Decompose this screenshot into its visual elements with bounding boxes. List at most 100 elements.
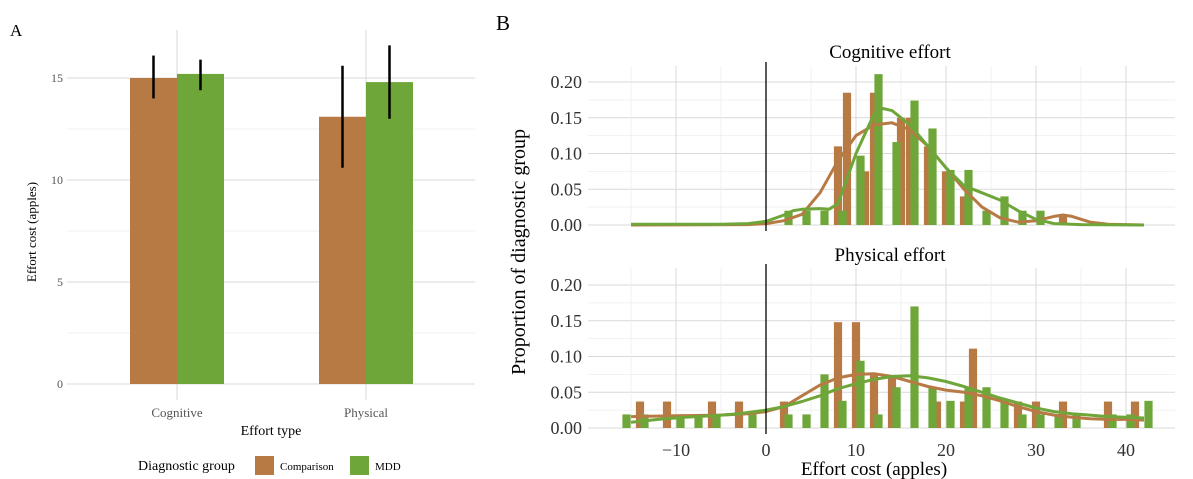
panel-b-mdd-bar xyxy=(838,210,847,225)
panel-b-mdd-bar xyxy=(748,414,757,428)
panel-b-mdd-bar xyxy=(946,400,955,428)
panel-a-y-tick-0: 0 xyxy=(57,377,63,391)
panel-b-comparison-bar xyxy=(959,401,969,428)
panel-b-mdd-bar xyxy=(928,387,937,428)
panel-a-bar-cognitive-comparison xyxy=(130,78,177,384)
panel-a-x-tick-physical: Physical xyxy=(344,405,388,420)
panel-b-mdd-bar xyxy=(694,414,703,428)
panel-b-y-axis-label: Proportion of diagnostic group xyxy=(508,129,530,375)
panel-b-mdd-bar xyxy=(1000,196,1009,225)
panel-b-y-tick: 0.00 xyxy=(551,418,583,438)
panel-b-mdd-bar xyxy=(928,128,937,225)
panel-b-effort-cost-histograms: Cognitive effort Physical effort 0.000.0… xyxy=(508,42,1175,479)
panel-b-mdd-bar xyxy=(982,210,991,225)
panel-b-mdd-bar xyxy=(676,414,685,428)
panel-b-x-tick: 20 xyxy=(937,440,955,460)
panel-b-y-tick: 0.00 xyxy=(551,215,583,235)
panel-b-mdd-bar xyxy=(1072,414,1081,428)
panel-b-comparison-bar xyxy=(959,196,969,225)
panel-a-gridlines xyxy=(67,30,475,400)
panel-b-y-tick: 0.15 xyxy=(551,311,583,331)
panel-b-comparison-density-line xyxy=(630,121,1145,227)
panel-b-mdd-bar xyxy=(964,169,973,225)
panel-b-mdd-bar xyxy=(892,142,901,225)
panel-b-x-tick: 10 xyxy=(847,440,865,460)
panel-label-a: A xyxy=(10,21,23,40)
panel-b-y-tick: 0.05 xyxy=(551,382,583,402)
panel-b-facet-title-physical: Physical effort xyxy=(835,245,947,266)
panel-a-y-tick-5: 5 xyxy=(57,275,63,289)
panel-b-mdd-bar xyxy=(1144,400,1153,428)
panel-a-bar-cognitive-mdd xyxy=(177,73,224,385)
panel-b-x-tick: 0 xyxy=(762,440,771,460)
panel-b-comparison-bar xyxy=(896,117,906,225)
panel-a-bars xyxy=(130,73,413,385)
panel-b-mdd-bar xyxy=(820,374,829,428)
panel-a-y-tick-15: 15 xyxy=(51,71,63,85)
panel-label-b: B xyxy=(496,11,510,35)
panel-b-y-tick: 0.10 xyxy=(551,347,583,367)
panel-b-x-tick: 30 xyxy=(1027,440,1045,460)
panel-b-facet-title-cognitive: Cognitive effort xyxy=(829,42,951,63)
panel-b-comparison-bar xyxy=(869,375,879,428)
panel-b-comparison-bar xyxy=(860,171,870,225)
panel-b-mdd-bar xyxy=(802,414,811,428)
panel-b-mdd-bar xyxy=(910,100,919,225)
panel-a-bar-physical-mdd xyxy=(366,82,413,384)
panel-b-comparison-bar xyxy=(1103,401,1113,428)
panel-b-mdd-bar xyxy=(1018,414,1027,428)
panel-b-facet-physical: 0.00 0.05 0.10 0.15 0.20 xyxy=(551,264,1175,438)
panel-b-mdd-bar xyxy=(1000,400,1009,428)
panel-b-y-tick: 0.05 xyxy=(551,179,583,199)
panel-a-x-tick-cognitive: Cognitive xyxy=(151,405,203,420)
panel-b-comparison-bar xyxy=(905,117,915,225)
panel-b-facet-cognitive: 0.00 0.05 0.10 0.15 0.20 xyxy=(551,62,1175,235)
panel-b-y-tick: 0.15 xyxy=(551,108,583,128)
panel-b-mdd-bar xyxy=(1018,210,1027,225)
panel-b-comparison-bar xyxy=(1013,401,1023,428)
panel-b-comparison-bar xyxy=(833,146,843,225)
panel-b-comparison-bar xyxy=(1058,214,1068,225)
panel-b-x-axis-label: Effort cost (apples) xyxy=(801,459,947,479)
legend-label-mdd: MDD xyxy=(375,461,401,473)
legend-swatch-mdd xyxy=(350,456,369,475)
panel-b-mdd-bar xyxy=(784,414,793,428)
panel-b-mdd-bar xyxy=(892,387,901,428)
panel-b-mdd-bar xyxy=(1054,414,1063,428)
panel-b-mdd-bar xyxy=(802,210,811,225)
legend: Diagnostic group Comparison MDD xyxy=(138,456,401,475)
panel-b-comparison-bar xyxy=(1130,401,1140,428)
panel-a-error-bars xyxy=(152,45,391,168)
panel-b-y-tick: 0.20 xyxy=(551,275,583,295)
panel-b-x-tick: −10 xyxy=(662,440,690,460)
panel-b-mdd-bar xyxy=(874,74,883,225)
panel-b-comparison-bar xyxy=(932,401,942,428)
panel-b-mdd-bar xyxy=(856,155,865,225)
panel-b-mdd-bar xyxy=(1126,414,1135,428)
panel-b-comparison-bar xyxy=(923,146,933,225)
panel-a-x-tick-labels: Cognitive Physical xyxy=(151,405,388,420)
legend-swatch-comparison xyxy=(255,456,274,475)
panel-b-mdd-bar xyxy=(856,360,865,428)
panel-b-mdd-bar xyxy=(712,414,721,428)
panel-a-y-axis-label: Effort cost (apples) xyxy=(24,182,39,282)
panel-a-effort-cost-bar-chart: 0 5 10 15 Cognitive Physical Effort cost (ap… xyxy=(24,30,475,439)
panel-b-comparison-bar xyxy=(941,171,951,225)
panel-b-comparison-bar xyxy=(833,322,843,428)
panel-b-comparison-bar xyxy=(842,92,852,225)
panel-b-mdd-density-line xyxy=(631,107,1145,227)
panel-a-y-tick-labels: 0 5 10 15 xyxy=(51,71,63,391)
panel-a-y-tick-10: 10 xyxy=(51,173,63,187)
panel-b-mdd-bar xyxy=(1108,414,1117,428)
panel-b-comparison-bar xyxy=(1031,401,1041,428)
panel-b-y-tick: 0.10 xyxy=(551,144,583,164)
legend-label-comparison: Comparison xyxy=(280,461,334,473)
panel-b-mdd-bar xyxy=(982,387,991,428)
panel-b-mdd-density-line xyxy=(630,374,1145,424)
legend-title: Diagnostic group xyxy=(138,459,235,474)
panel-b-mdd-bar xyxy=(964,387,973,428)
panel-b-mdd-bar xyxy=(622,414,631,428)
panel-b-y-tick: 0.20 xyxy=(551,72,583,92)
panel-b-mdd-bar xyxy=(874,414,883,428)
